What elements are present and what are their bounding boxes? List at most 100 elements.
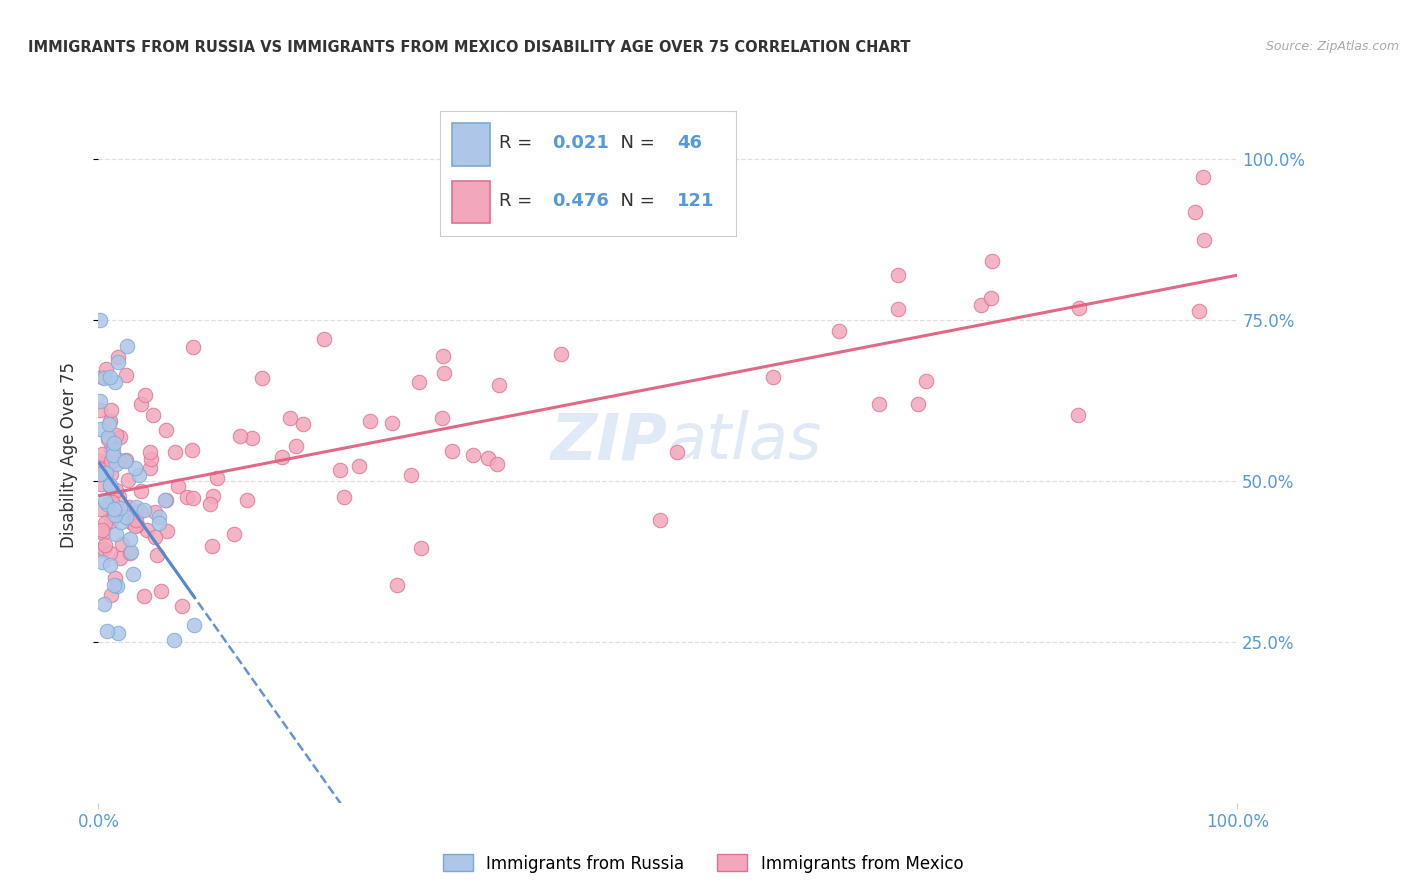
Point (359, 414, 381, 428)
Text: IMMIGRANTS FROM RUSSIA VS IMMIGRANTS FROM MEXICO DISABILITY AGE OVER 75 CORRELAT: IMMIGRANTS FROM RUSSIA VS IMMIGRANTS FRO… (28, 40, 911, 55)
Point (108, 453, 131, 467)
Point (94, 494, 117, 508)
Point (100, 514, 122, 528)
Point (485, 457, 508, 471)
Point (1192, 169, 1215, 184)
Text: atlas: atlas (668, 410, 823, 472)
Point (98, 370, 121, 384)
Point (128, 504, 150, 518)
Point (98, 417, 121, 432)
Point (103, 435, 125, 450)
Point (91, 370, 114, 384)
Point (222, 527, 245, 541)
Point (433, 366, 456, 380)
Point (93, 370, 115, 384)
Point (89, 467, 111, 482)
Point (163, 445, 186, 459)
Point (89, 502, 111, 516)
Point (240, 431, 263, 445)
Point (96, 497, 118, 511)
Point (90, 523, 112, 537)
Point (89, 313, 111, 327)
Point (104, 457, 127, 471)
Point (90, 477, 112, 491)
Point (198, 497, 221, 511)
Point (181, 442, 204, 457)
Point (115, 509, 138, 524)
Point (129, 484, 152, 499)
Point (136, 523, 159, 537)
Point (887, 302, 910, 317)
Y-axis label: Disability Age Over 75: Disability Age Over 75 (59, 362, 77, 548)
Text: Source: ZipAtlas.com: Source: ZipAtlas.com (1265, 40, 1399, 54)
Point (104, 428, 127, 442)
Point (107, 355, 129, 369)
Point (100, 442, 122, 456)
Point (94, 516, 117, 531)
Point (118, 546, 141, 560)
Point (176, 490, 198, 504)
Point (98, 478, 121, 492)
Point (89, 394, 111, 409)
Point (115, 338, 138, 352)
Point (347, 458, 370, 473)
Point (93, 598, 115, 612)
Point (887, 268, 910, 282)
Point (114, 454, 136, 468)
Point (98, 414, 121, 428)
Point (94, 361, 117, 376)
Point (408, 375, 430, 389)
Legend: Immigrants from Russia, Immigrants from Mexico: Immigrants from Russia, Immigrants from … (436, 847, 970, 880)
Point (118, 500, 141, 514)
Point (665, 445, 688, 459)
Point (980, 291, 1002, 305)
Point (980, 254, 1002, 268)
Point (108, 501, 131, 516)
Point (129, 397, 152, 411)
Point (440, 443, 463, 458)
Point (1067, 301, 1090, 315)
Point (183, 618, 205, 632)
Point (915, 374, 938, 388)
Point (291, 417, 314, 431)
Point (550, 347, 572, 361)
Point (461, 448, 484, 462)
Point (105, 483, 128, 497)
Point (156, 524, 179, 538)
Point (100, 403, 122, 417)
Point (149, 583, 172, 598)
Point (124, 518, 146, 533)
Point (125, 500, 148, 515)
Point (155, 423, 177, 437)
Point (432, 349, 454, 363)
Point (155, 493, 177, 508)
Point (381, 417, 404, 431)
Point (969, 298, 991, 312)
Point (110, 515, 132, 529)
Point (252, 371, 274, 385)
Point (201, 489, 224, 503)
Point (120, 516, 142, 530)
Point (125, 512, 148, 526)
Point (103, 501, 125, 516)
Point (111, 537, 134, 551)
Point (488, 378, 510, 392)
Point (162, 633, 184, 648)
Point (100, 478, 122, 492)
Point (1067, 408, 1090, 422)
Point (125, 517, 148, 532)
Point (91, 555, 114, 569)
Point (430, 411, 453, 425)
Point (270, 450, 292, 464)
Point (89, 543, 111, 558)
Point (107, 351, 129, 365)
Point (155, 493, 177, 508)
Point (205, 471, 228, 485)
Point (1192, 233, 1215, 247)
Point (94, 538, 117, 552)
Point (103, 448, 125, 462)
Point (181, 340, 204, 354)
Point (650, 513, 672, 527)
Point (96, 624, 118, 638)
Point (100, 588, 122, 602)
